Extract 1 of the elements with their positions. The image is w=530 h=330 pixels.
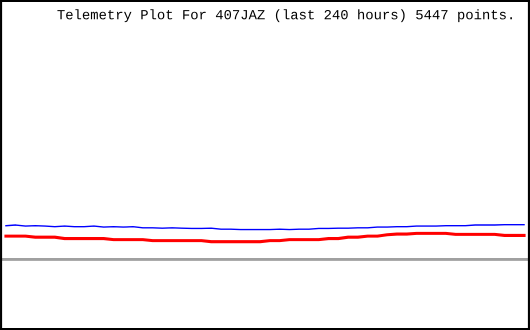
chart-title: Telemetry Plot For 407JAZ (last 240 hours) 5447 points. [57,9,512,22]
